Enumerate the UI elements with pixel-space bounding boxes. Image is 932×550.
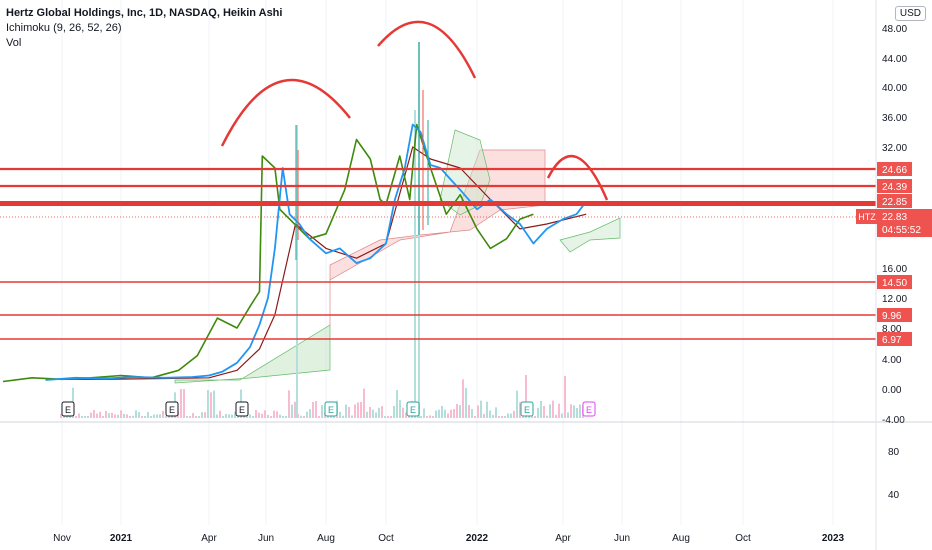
level-tag-4: 9.96	[882, 311, 902, 322]
price-tick-label: -4.00	[882, 415, 905, 426]
level-tag-0: 24.66	[882, 165, 907, 176]
time-tick-label: Nov	[53, 533, 71, 544]
time-tick-label: Aug	[317, 533, 335, 544]
ichimoku-cloud-bull-future	[559, 217, 621, 253]
time-tick-label: Jun	[258, 533, 274, 544]
price-tick-label: 32.00	[882, 143, 907, 154]
level-tag-3: 14.50	[882, 278, 907, 289]
price-tick-label: 40.00	[882, 83, 907, 94]
time-tick-label: Oct	[378, 533, 394, 544]
earnings-marker-label: E	[239, 405, 245, 415]
indicator-ichimoku[interactable]: Ichimoku (9, 26, 52, 26)	[6, 22, 122, 34]
time-tick-label: Apr	[555, 533, 571, 544]
time-tick-label: Oct	[735, 533, 751, 544]
price-tick-label: 0.00	[882, 385, 902, 396]
price-tick-label: 44.00	[882, 54, 907, 65]
price-tick-label: 36.00	[882, 113, 907, 124]
time-tick-label: 2023	[822, 533, 845, 544]
earnings-marker-box[interactable]	[520, 401, 534, 417]
osc-tick-label: 40	[888, 490, 900, 501]
price-axis[interactable]: 48.00 44.00 40.00 36.00 32.00 16.00 12.00 8.00 4…	[882, 24, 907, 426]
earnings-marker-box[interactable]	[406, 401, 420, 417]
time-tick-label: Apr	[201, 533, 217, 544]
symbol-title[interactable]: Hertz Global Holdings, Inc, 1D, NASDAQ, …	[6, 7, 283, 19]
level-tag-2: 22.85	[882, 197, 907, 208]
earnings-marker-label: E	[169, 405, 175, 415]
earnings-marker-label: E	[586, 405, 592, 415]
ichimoku-cloud-bear-mid	[329, 149, 546, 325]
annotation-arc-head	[377, 20, 477, 79]
earnings-marker-box[interactable]	[324, 401, 338, 417]
level-tag-bg-2	[877, 194, 912, 208]
earnings-marker-label: E	[328, 405, 334, 415]
last-price-tag: HTZ 22.83 04:55:52	[856, 209, 932, 237]
earnings-marker-label: E	[524, 405, 530, 415]
earnings-marker-label: E	[410, 405, 416, 415]
price-tick-label: 48.00	[882, 24, 907, 35]
annotation-arc-right-shoulder	[546, 155, 609, 201]
ichimoku-cloud-bull-early	[174, 324, 331, 384]
grid	[61, 0, 834, 525]
indicator-volume[interactable]: Vol	[6, 37, 22, 49]
level-lines[interactable]	[0, 167, 876, 340]
earnings-marker-label: E	[65, 405, 71, 415]
time-tick-label: 2022	[466, 533, 489, 544]
osc-tick-label: 80	[888, 447, 900, 458]
volume-spike-oct2	[414, 110, 416, 418]
level-price-tags: 24.66 24.39 22.85 14.50 9.96 6.97	[877, 162, 912, 346]
level-tag-bg-1	[877, 179, 912, 193]
level-tag-bg-3	[877, 275, 912, 289]
resistance-band	[0, 201, 876, 206]
earnings-marker-box[interactable]	[61, 401, 75, 417]
last-price-value: 22.83	[882, 212, 907, 223]
symbol-tag: HTZ	[858, 212, 876, 222]
annotation-arc-left-shoulder	[220, 78, 351, 147]
earnings-marker-box[interactable]	[165, 401, 179, 417]
price-tick-label: 4.00	[882, 355, 902, 366]
tenkan-sen-line[interactable]	[45, 123, 587, 381]
level-tag-bg-4	[877, 308, 912, 322]
bar-countdown: 04:55:52	[882, 225, 921, 236]
level-tag-bg-0	[877, 162, 912, 176]
time-axis[interactable]: Nov 2021 Apr Jun Aug Oct 2022 Apr Jun Aug Oct 2023	[53, 533, 844, 544]
volume-spike-jun	[296, 125, 298, 418]
oscillator-axis: 80 40	[888, 447, 900, 501]
currency-button[interactable]: USD	[894, 6, 926, 21]
price-tick-label: 8.00	[882, 324, 902, 335]
earnings-marker-box[interactable]	[582, 401, 596, 417]
price-tick-label: 16.00	[882, 264, 907, 275]
chart-legend[interactable]: Hertz Global Holdings, Inc, 1D, NASDAQ, …	[6, 6, 282, 51]
time-tick-label: 2021	[110, 533, 133, 544]
time-tick-label: Jun	[614, 533, 630, 544]
level-tag-bg-5	[877, 332, 912, 346]
time-tick-label: Aug	[672, 533, 690, 544]
earnings-marker-box[interactable]	[235, 401, 249, 417]
level-tag-5: 6.97	[882, 335, 902, 346]
level-tag-1: 24.39	[882, 182, 907, 193]
price-tick-label: 12.00	[882, 294, 907, 305]
